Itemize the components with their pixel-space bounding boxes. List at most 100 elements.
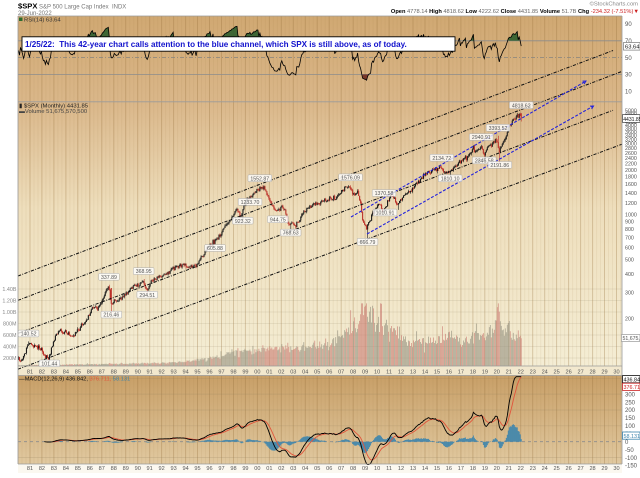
svg-text:2191.86: 2191.86 [490,163,509,169]
svg-text:03: 03 [290,369,296,375]
svg-text:95: 95 [194,466,200,472]
svg-text:07: 07 [338,466,344,472]
svg-text:21: 21 [506,369,512,375]
svg-text:99: 99 [242,466,248,472]
svg-text:86: 86 [87,466,93,472]
svg-text:13: 13 [410,369,416,375]
svg-text:02: 02 [278,369,284,375]
svg-text:RSI(14) 63.64: RSI(14) 63.64 [24,17,61,23]
svg-text:-50: -50 [625,448,634,454]
svg-text:81: 81 [27,466,33,472]
svg-text:16: 16 [446,369,452,375]
svg-text:06: 06 [326,466,332,472]
svg-text:4818.62: 4818.62 [512,103,531,109]
svg-text:24: 24 [542,369,548,375]
svg-text:96: 96 [206,466,212,472]
svg-text:1800: 1800 [625,175,637,181]
svg-text:89: 89 [123,369,129,375]
svg-text:86: 86 [87,369,93,375]
svg-text:13: 13 [410,466,416,472]
svg-text:84: 84 [63,369,69,375]
svg-text:15: 15 [434,369,440,375]
svg-text:01: 01 [266,369,272,375]
svg-text:2000: 2000 [625,168,637,174]
svg-text:22: 22 [518,369,524,375]
svg-text:337.89: 337.89 [101,275,117,281]
svg-text:©StockCharts.com: ©StockCharts.com [590,1,639,8]
svg-text:300: 300 [625,392,636,398]
svg-text:26: 26 [566,369,572,375]
svg-text:08: 08 [350,369,356,375]
svg-text:368.95: 368.95 [136,269,152,275]
svg-text:21: 21 [506,466,512,472]
svg-text:89: 89 [123,466,129,472]
svg-text:400: 400 [625,272,634,278]
svg-text:1.00B: 1.00B [2,310,16,316]
svg-text:17: 17 [458,466,464,472]
svg-text:20: 20 [494,369,500,375]
svg-text:87: 87 [99,369,105,375]
svg-text:82: 82 [39,466,45,472]
svg-text:09: 09 [362,369,368,375]
svg-text:23: 23 [530,369,536,375]
svg-text:01: 01 [266,466,272,472]
svg-text:20: 20 [494,466,500,472]
svg-text:00: 00 [254,466,260,472]
svg-text:51,675,5: 51,675,5 [623,336,640,342]
svg-text:50: 50 [625,56,632,62]
svg-text:1/25/22: This 42-year chart c: 1/25/22: This 42-year chart calls attent… [25,40,407,49]
svg-text:12: 12 [398,369,404,375]
svg-text:05: 05 [314,369,320,375]
svg-text:28: 28 [589,369,595,375]
svg-text:28: 28 [589,466,595,472]
svg-text:92: 92 [159,369,165,375]
svg-text:93: 93 [170,466,176,472]
svg-text:05: 05 [314,466,320,472]
svg-text:16: 16 [446,466,452,472]
svg-text:1.40B: 1.40B [2,287,16,293]
svg-text:58.131: 58.131 [624,434,640,440]
svg-text:1600: 1600 [625,182,637,188]
svg-text:▬Volume 51,675,570,500: ▬Volume 51,675,570,500 [19,109,88,115]
svg-text:294.51: 294.51 [139,293,155,299]
svg-text:S&P 500 Large Cap Index INDX: S&P 500 Large Cap Index INDX [39,4,126,10]
svg-text:19: 19 [482,369,488,375]
svg-text:85: 85 [75,466,81,472]
svg-text:1.20B: 1.20B [2,299,16,305]
svg-text:27: 27 [577,466,583,472]
svg-text:250: 250 [625,400,636,406]
svg-text:25: 25 [554,369,560,375]
svg-text:140.52: 140.52 [21,332,37,338]
svg-text:98: 98 [230,466,236,472]
svg-text:Open 4778.14 High 4818.62 Low: Open 4778.14 High 4818.62 Low 4222.62 Cl… [391,9,639,15]
svg-text:600M: 600M [3,333,17,339]
svg-text:08: 08 [350,466,356,472]
svg-text:18: 18 [470,466,476,472]
svg-text:02: 02 [278,466,284,472]
svg-text:376.711: 376.711 [624,385,640,391]
svg-text:944.75: 944.75 [270,217,286,223]
svg-text:95: 95 [194,369,200,375]
svg-text:923.32: 923.32 [235,219,251,225]
svg-text:666.79: 666.79 [360,240,376,246]
svg-text:300: 300 [625,290,634,296]
svg-text:15: 15 [434,466,440,472]
svg-text:24: 24 [542,466,548,472]
svg-text:1000: 1000 [625,213,637,219]
svg-text:10: 10 [374,466,380,472]
svg-text:30: 30 [625,73,632,79]
svg-text:17: 17 [458,369,464,375]
svg-text:04: 04 [302,369,308,375]
svg-text:83: 83 [51,369,57,375]
svg-text:10: 10 [625,89,632,95]
svg-text:14: 14 [422,369,428,375]
svg-text:12: 12 [398,466,404,472]
svg-text:30: 30 [613,466,619,472]
svg-text:83: 83 [51,466,57,472]
svg-text:600: 600 [625,246,634,252]
svg-text:07: 07 [338,369,344,375]
svg-text:04: 04 [302,466,308,472]
svg-text:14: 14 [422,466,428,472]
svg-text:88: 88 [111,369,117,375]
svg-text:91: 91 [147,466,153,472]
